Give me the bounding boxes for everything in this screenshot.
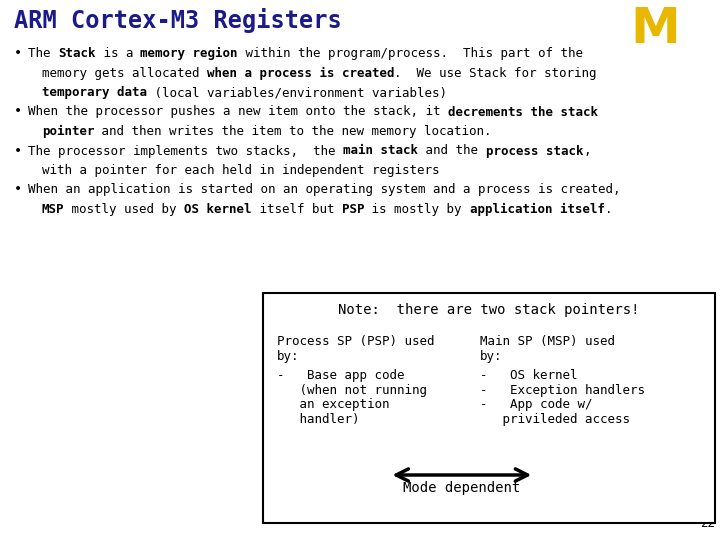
Text: (when not running: (when not running <box>277 383 427 396</box>
Text: -   Base app code: - Base app code <box>277 369 405 382</box>
Text: When the processor pushes a new item onto the stack, it: When the processor pushes a new item ont… <box>28 105 448 118</box>
Text: PSP: PSP <box>342 203 364 216</box>
Text: OS kernel: OS kernel <box>184 203 252 216</box>
Text: is a: is a <box>96 47 140 60</box>
Text: with a pointer for each held in independent registers: with a pointer for each held in independ… <box>42 164 439 177</box>
Text: process stack: process stack <box>485 145 583 158</box>
Text: by:: by: <box>480 350 503 363</box>
Text: handler): handler) <box>277 413 359 426</box>
Text: The processor implements two stacks,  the: The processor implements two stacks, the <box>28 145 343 158</box>
Text: privileded access: privileded access <box>480 413 630 426</box>
Text: .  We use Stack for storing: . We use Stack for storing <box>395 66 597 79</box>
Text: •: • <box>14 47 22 60</box>
Text: Process SP (PSP) used: Process SP (PSP) used <box>277 335 434 348</box>
Text: M: M <box>630 5 680 53</box>
Text: application itself: application itself <box>469 203 605 216</box>
Text: when a process is created: when a process is created <box>207 66 395 79</box>
Text: ARM Cortex-M3 Registers: ARM Cortex-M3 Registers <box>14 8 342 33</box>
Text: and the: and the <box>418 145 485 158</box>
Text: itself but: itself but <box>252 203 342 216</box>
Text: Main SP (MSP) used: Main SP (MSP) used <box>480 335 615 348</box>
Text: -   App code w/: - App code w/ <box>480 399 593 411</box>
Text: within the program/process.  This part of the: within the program/process. This part of… <box>238 47 583 60</box>
Text: The: The <box>28 47 58 60</box>
Text: .: . <box>605 203 612 216</box>
Text: an exception: an exception <box>277 399 390 411</box>
Text: 22: 22 <box>700 517 715 530</box>
Text: •: • <box>14 145 22 158</box>
Text: temporary data: temporary data <box>42 86 147 99</box>
Text: mostly used by: mostly used by <box>65 203 184 216</box>
Text: -   Exception handlers: - Exception handlers <box>480 383 645 396</box>
Text: is mostly by: is mostly by <box>364 203 469 216</box>
Text: MSP: MSP <box>42 203 65 216</box>
Bar <box>263 293 715 523</box>
Text: (local variables/environment variables): (local variables/environment variables) <box>147 86 447 99</box>
Text: and then writes the item to the new memory location.: and then writes the item to the new memo… <box>94 125 492 138</box>
Text: ,: , <box>583 145 590 158</box>
Text: Stack: Stack <box>58 47 96 60</box>
Text: main stack: main stack <box>343 145 418 158</box>
Text: Note:  there are two stack pointers!: Note: there are two stack pointers! <box>338 303 640 317</box>
Text: pointer: pointer <box>42 125 94 138</box>
Text: by:: by: <box>277 350 300 363</box>
Text: -   OS kernel: - OS kernel <box>480 369 577 382</box>
Text: memory region: memory region <box>140 47 238 60</box>
Text: When an application is started on an operating system and a process is created,: When an application is started on an ope… <box>28 184 621 197</box>
Text: •: • <box>14 105 22 118</box>
Text: decrements the stack: decrements the stack <box>448 105 598 118</box>
Text: Mode dependent: Mode dependent <box>403 481 521 495</box>
Text: •: • <box>14 184 22 197</box>
Text: memory gets allocated: memory gets allocated <box>42 66 207 79</box>
